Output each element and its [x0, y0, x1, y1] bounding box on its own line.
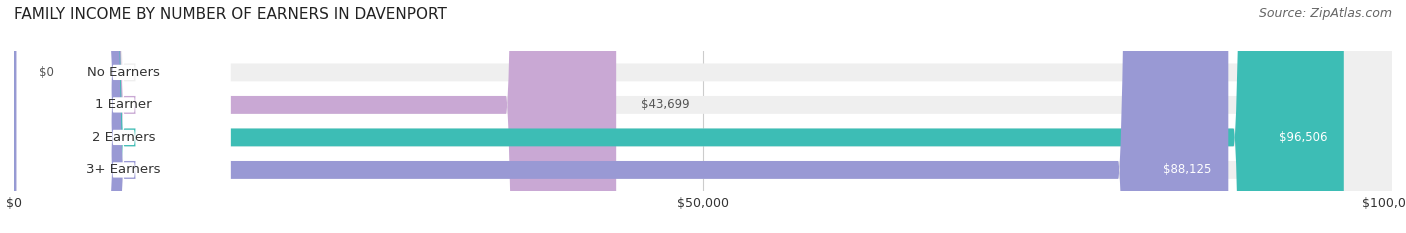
Text: FAMILY INCOME BY NUMBER OF EARNERS IN DAVENPORT: FAMILY INCOME BY NUMBER OF EARNERS IN DA… [14, 7, 447, 22]
FancyBboxPatch shape [14, 0, 1344, 233]
Text: $43,699: $43,699 [641, 98, 689, 111]
Text: $88,125: $88,125 [1163, 163, 1212, 176]
Text: Source: ZipAtlas.com: Source: ZipAtlas.com [1258, 7, 1392, 20]
Text: 1 Earner: 1 Earner [96, 98, 152, 111]
FancyBboxPatch shape [14, 0, 1392, 233]
FancyBboxPatch shape [14, 0, 1392, 233]
FancyBboxPatch shape [17, 0, 231, 233]
Text: $0: $0 [39, 66, 53, 79]
FancyBboxPatch shape [14, 0, 1392, 233]
FancyBboxPatch shape [14, 0, 616, 233]
Text: No Earners: No Earners [87, 66, 160, 79]
FancyBboxPatch shape [17, 0, 231, 233]
FancyBboxPatch shape [14, 0, 1229, 233]
FancyBboxPatch shape [17, 0, 231, 233]
Text: $96,506: $96,506 [1279, 131, 1327, 144]
FancyBboxPatch shape [14, 0, 1392, 233]
FancyBboxPatch shape [17, 0, 231, 233]
Text: 2 Earners: 2 Earners [91, 131, 155, 144]
Text: 3+ Earners: 3+ Earners [86, 163, 160, 176]
